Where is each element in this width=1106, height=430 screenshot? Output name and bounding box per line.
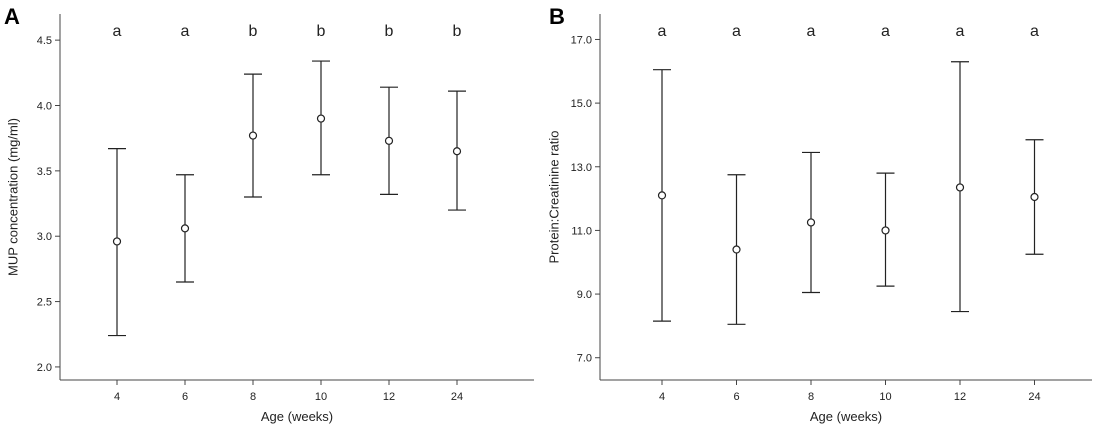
y-axis-label: MUP concentration (mg/ml) [5, 118, 20, 276]
y-tick-label: 11.0 [571, 225, 592, 237]
x-tick-label: 12 [954, 391, 966, 403]
y-axis-label: Protein:Creatinine ratio [546, 131, 561, 264]
x-tick-label: 8 [250, 391, 256, 403]
y-tick-label: 9.0 [577, 289, 592, 301]
mean-point [316, 114, 326, 123]
y-tick-label: 2.5 [37, 297, 52, 309]
y-tick-label: 3.0 [37, 231, 52, 243]
y-tick-label: 3.5 [37, 166, 52, 178]
x-tick-label: 12 [383, 391, 395, 403]
y-tick-label: 2.0 [37, 362, 52, 374]
significance-letter: a [881, 23, 890, 40]
y-tick-label: 15.0 [571, 98, 592, 110]
mean-point [732, 245, 741, 254]
mean-point [112, 237, 122, 246]
mean-point [881, 226, 890, 235]
significance-letter: b [453, 23, 462, 40]
y-tick-label: 4.5 [37, 35, 52, 47]
x-tick-label: 6 [733, 391, 739, 403]
significance-letter: a [956, 23, 965, 40]
x-tick-label: 10 [315, 391, 327, 403]
x-tick-label: 24 [451, 391, 463, 403]
x-tick-label: 4 [659, 391, 665, 403]
y-tick-label: 17.0 [571, 34, 592, 46]
mean-point [180, 224, 190, 233]
x-axis-label: Age (weeks) [810, 409, 882, 424]
panel-label: B [549, 4, 565, 29]
mean-point [452, 147, 462, 156]
mean-point [955, 183, 965, 192]
mean-point [1030, 192, 1039, 202]
significance-letter: a [181, 23, 190, 40]
y-tick-label: 4.0 [37, 101, 52, 113]
significance-letter: b [249, 23, 258, 40]
panel-a: A 2.0 2.5 3.0 3.5 4.0 4.5 4 6 8 10 12 24 a a b b b b Age (w… [4, 4, 534, 424]
mean-point [384, 136, 394, 145]
significance-letter: a [1030, 23, 1039, 40]
x-tick-label: 24 [1028, 391, 1040, 403]
x-tick-label: 4 [114, 391, 120, 403]
significance-letter: a [732, 23, 741, 40]
significance-letter: a [113, 23, 122, 40]
x-tick-label: 10 [879, 391, 891, 403]
x-axis-label: Age (weeks) [261, 409, 333, 424]
panel-b: B 7.0 9.0 11.0 13.0 15.0 17.0 4 6 8 10 12 24 a a a a a a Ag… [546, 4, 1092, 424]
x-tick-label: 8 [808, 391, 814, 403]
significance-letter: b [385, 23, 394, 40]
y-tick-label: 13.0 [571, 162, 592, 174]
mean-point [806, 218, 816, 227]
x-tick-label: 6 [182, 391, 188, 403]
mean-point [248, 131, 258, 140]
mean-point [657, 191, 667, 200]
significance-letter: a [658, 23, 667, 40]
significance-letter: a [807, 23, 816, 40]
panel-label: A [4, 4, 20, 29]
y-tick-label: 7.0 [577, 353, 592, 365]
significance-letter: b [317, 23, 326, 40]
